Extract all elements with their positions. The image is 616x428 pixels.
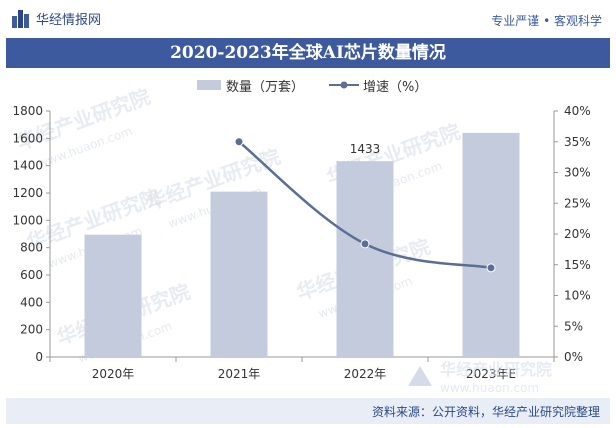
bar xyxy=(210,191,268,357)
right-tick-label: 15% xyxy=(564,258,591,272)
legend-line-label: 增速（%） xyxy=(363,80,428,95)
left-tick-label: 800 xyxy=(20,241,43,255)
left-tick-label: 400 xyxy=(20,295,43,309)
x-tick-label: 2020年 xyxy=(92,367,135,381)
huaon-logo-icon xyxy=(408,366,432,386)
left-tick-label: 1400 xyxy=(12,159,43,173)
legend: 数量（万套） 增速（%） xyxy=(0,74,616,95)
right-tick-label: 40% xyxy=(564,104,591,118)
left-tick-label: 1600 xyxy=(12,131,43,145)
logo-watermark-url: www.huaon.com xyxy=(440,381,539,395)
left-tick-label: 1200 xyxy=(12,186,43,200)
brand-name: 华经情报网 xyxy=(36,13,102,28)
logo-watermark-text: 华经产业研究院 xyxy=(440,360,552,379)
right-tick-label: 20% xyxy=(564,227,591,241)
growth-point xyxy=(360,239,370,249)
chart-title: 2020-2023年全球AI芯片数量情况 xyxy=(6,38,610,68)
right-tick-label: 30% xyxy=(564,166,591,180)
header-bar: 华经情报网 专业严谨 • 客观科学 xyxy=(0,0,616,38)
slogan: 专业严谨 • 客观科学 xyxy=(491,14,602,28)
right-tick-label: 25% xyxy=(564,196,591,210)
right-tick-label: 35% xyxy=(564,135,591,149)
legend-bar-label: 数量（万套） xyxy=(226,80,305,95)
legend-bar-swatch xyxy=(197,80,221,90)
bar xyxy=(462,132,520,357)
logo-bars-icon xyxy=(12,9,30,28)
left-tick-label: 0 xyxy=(35,350,43,364)
source-band: 资料来源：公开资料，华经产业研究院整理 xyxy=(6,398,610,424)
growth-point xyxy=(486,263,496,273)
source-text: 资料来源：公开资料，华经产业研究院整理 xyxy=(371,405,600,419)
bar xyxy=(336,161,394,357)
left-tick-label: 1000 xyxy=(12,213,43,227)
x-tick-label: 2021年 xyxy=(218,367,261,381)
right-tick-label: 5% xyxy=(564,319,583,333)
legend-line-swatch xyxy=(329,81,359,89)
right-tick-label: 0% xyxy=(564,350,583,364)
x-tick-label: 2023年E xyxy=(466,367,516,381)
x-tick-label: 2022年 xyxy=(344,367,387,381)
data-label: 1433 xyxy=(350,142,381,156)
left-tick-label: 600 xyxy=(20,268,43,282)
brand: 华经情报网 xyxy=(12,9,101,28)
left-tick-label: 200 xyxy=(20,323,43,337)
left-tick-label: 1800 xyxy=(12,104,43,118)
bar xyxy=(84,234,142,357)
growth-point xyxy=(234,137,244,147)
right-tick-label: 10% xyxy=(564,289,591,303)
